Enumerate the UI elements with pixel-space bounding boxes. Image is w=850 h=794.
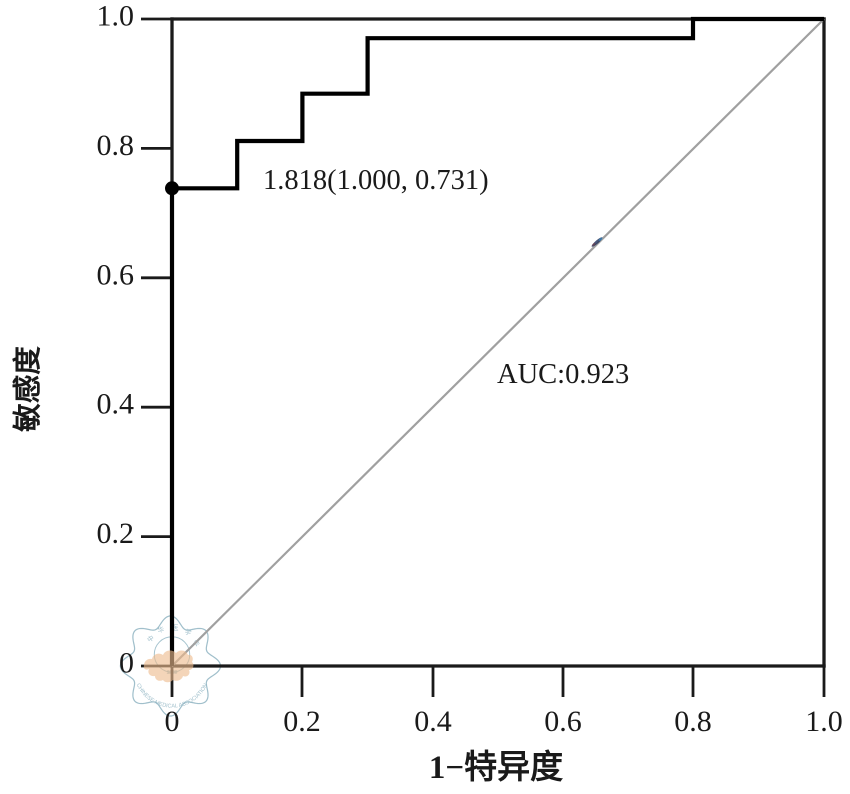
svg-text:0.8: 0.8 (674, 705, 712, 738)
svg-text:0.4: 0.4 (97, 388, 135, 421)
svg-text:0.2: 0.2 (97, 517, 135, 550)
svg-text:中: 中 (145, 633, 156, 644)
svg-text:0.6: 0.6 (544, 705, 582, 738)
svg-text:1−特异度: 1−特异度 (429, 749, 563, 786)
svg-text:1.0: 1.0 (805, 705, 843, 738)
svg-text:AUC:0.923: AUC:0.923 (497, 359, 629, 390)
svg-text:0.8: 0.8 (97, 129, 135, 162)
svg-text:华: 华 (157, 624, 166, 634)
svg-text:0.6: 0.6 (97, 258, 135, 291)
svg-text:学: 学 (184, 627, 193, 638)
svg-text:0: 0 (165, 705, 180, 738)
svg-text:0: 0 (119, 647, 134, 680)
svg-text:1.0: 1.0 (97, 0, 135, 33)
svg-text:0.4: 0.4 (414, 705, 452, 738)
svg-text:0.2: 0.2 (283, 705, 321, 738)
svg-text:敏感度: 敏感度 (12, 346, 44, 433)
svg-text:1.818(1.000, 0.731): 1.818(1.000, 0.731) (263, 165, 489, 196)
